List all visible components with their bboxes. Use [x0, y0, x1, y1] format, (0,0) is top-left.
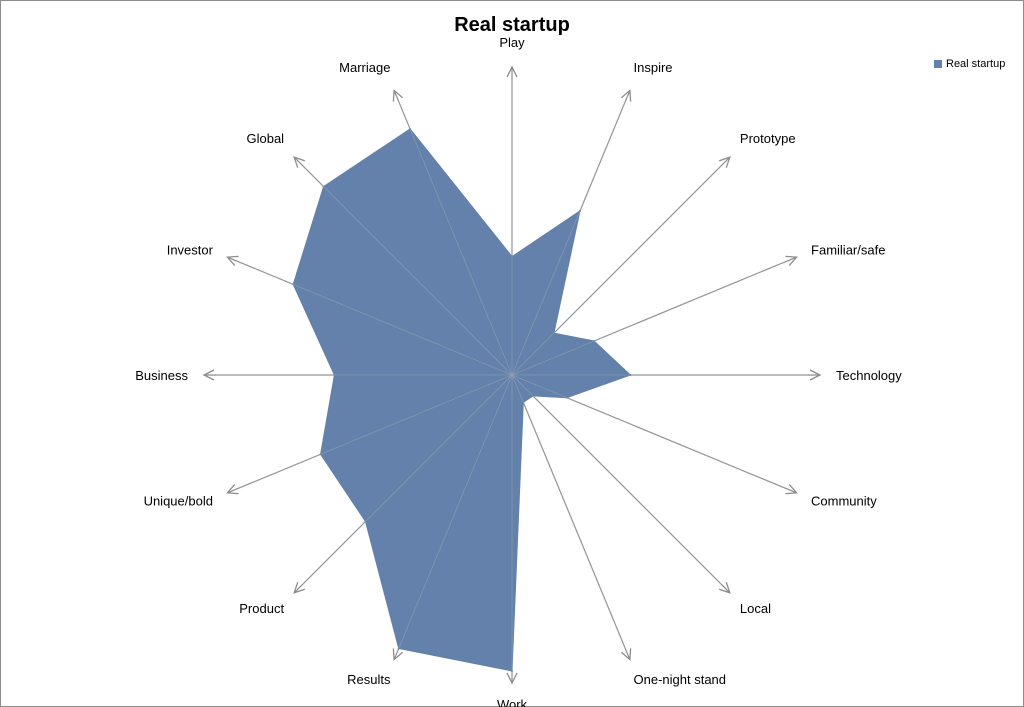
spoke-overlay — [511, 374, 786, 489]
axis-label-local: Local — [740, 601, 771, 616]
spoke-overlay — [238, 374, 513, 489]
axis-label-product: Product — [239, 601, 284, 616]
axis-label-play: Play — [499, 35, 525, 50]
axis-label-global: Global — [246, 131, 284, 146]
axis-label-unique-bold: Unique/bold — [144, 494, 213, 509]
spoke-overlay — [511, 261, 786, 376]
axis-label-investor: Investor — [167, 242, 214, 257]
spoke-overlay — [398, 101, 513, 376]
spoke-overlay — [398, 374, 513, 649]
legend-label: Real startup — [946, 58, 1006, 70]
legend-swatch — [934, 60, 942, 68]
spoke-overlay — [238, 261, 513, 376]
spoke-overlay — [511, 165, 722, 376]
axis-label-one-night-stand: One-night stand — [634, 672, 727, 687]
spoke-overlay — [511, 374, 626, 649]
axis-label-prototype: Prototype — [740, 131, 796, 146]
spoke-overlay — [302, 374, 513, 585]
chart-title: Real startup — [454, 14, 570, 36]
axis-label-marriage: Marriage — [339, 60, 390, 75]
legend: Real startup — [934, 58, 1005, 70]
axis-label-community: Community — [811, 494, 877, 509]
spoke-overlay — [511, 101, 626, 376]
spoke-overlay — [302, 165, 513, 376]
axis-label-business: Business — [135, 368, 188, 383]
spoke-overlay — [511, 374, 722, 585]
axis-label-technology: Technology — [836, 368, 902, 383]
axis-label-work: Work — [497, 697, 528, 707]
axis-label-inspire: Inspire — [634, 60, 673, 75]
axis-label-familiar-safe: Familiar/safe — [811, 242, 885, 257]
axis-label-results: Results — [347, 672, 391, 687]
